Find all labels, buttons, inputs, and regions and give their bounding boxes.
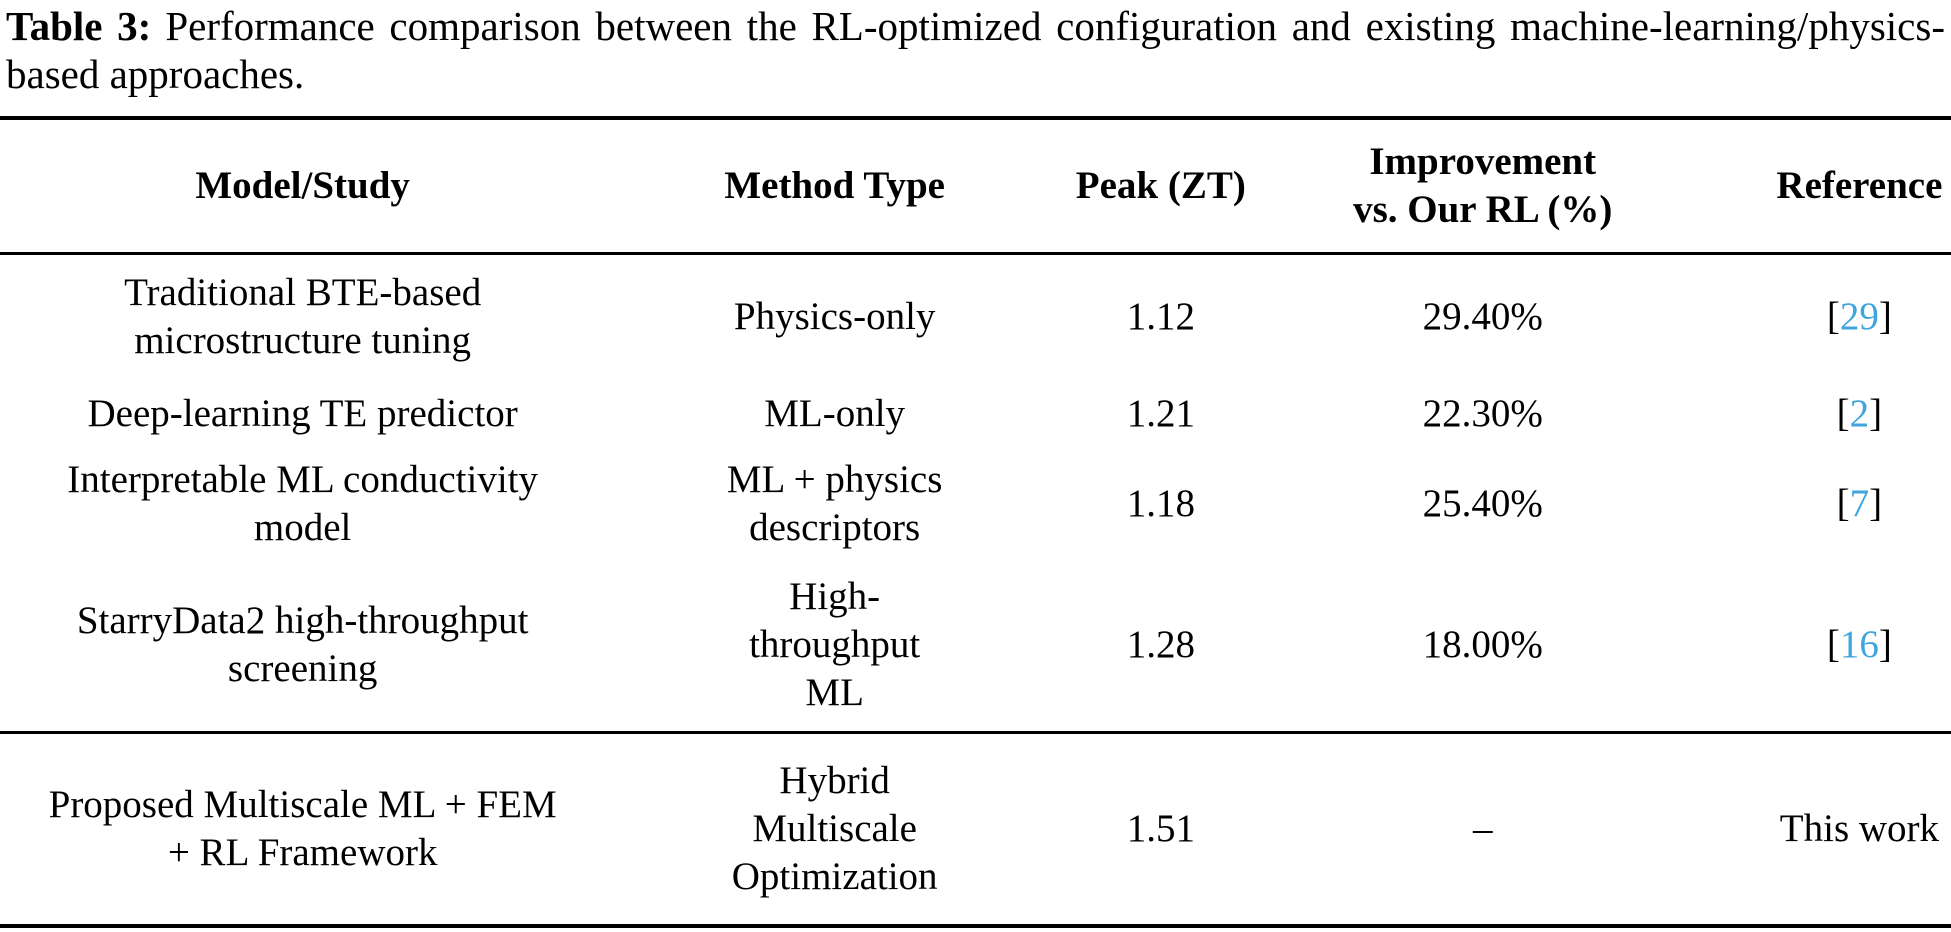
bracket-close: ] — [1878, 623, 1892, 666]
table-row: StarryData2 high-throughput screening Hi… — [0, 559, 1951, 733]
table-header-row: Model/Study Method Type Peak (ZT) Improv… — [0, 118, 1951, 254]
header-model-study: Model/Study — [195, 164, 410, 207]
reference-cell: This work — [1779, 807, 1940, 850]
table-row: Interpretable ML conductivity model ML +… — [0, 449, 1951, 559]
peak-cell: 1.21 — [1126, 392, 1195, 435]
method-cell: High- throughput ML — [749, 575, 921, 714]
model-cell: StarryData2 high-throughput screening — [76, 599, 529, 690]
citation-link[interactable]: 29 — [1839, 295, 1879, 338]
model-cell: Traditional BTE-based microstructure tun… — [124, 271, 482, 362]
table-row-this-work: Proposed Multiscale ML + FEM + RL Framew… — [0, 732, 1951, 927]
method-cell: Hybrid Multiscale Optimization — [731, 759, 938, 898]
reference-cell: [2] — [1678, 379, 1951, 449]
header-peak-zt: Peak (ZT) — [1075, 164, 1246, 207]
method-cell: ML-only — [764, 392, 906, 435]
table-caption: Table 3: Performance comparison between t… — [0, 2, 1951, 98]
model-cell: Deep-learning TE predictor — [87, 392, 518, 435]
reference-cell: [7] — [1678, 449, 1951, 559]
bracket-close: ] — [1878, 295, 1892, 338]
improvement-cell: – — [1472, 807, 1493, 850]
header-reference: Reference — [1776, 164, 1943, 207]
bracket-open: [ — [1836, 392, 1850, 435]
header-improvement: Improvement vs. Our RL (%) — [1353, 140, 1613, 231]
peak-cell: 1.51 — [1126, 807, 1195, 850]
peak-cell: 1.18 — [1126, 482, 1195, 525]
bracket-close: ] — [1869, 392, 1883, 435]
improvement-cell: 25.40% — [1422, 482, 1543, 525]
improvement-cell: 18.00% — [1422, 623, 1543, 666]
improvement-cell: 29.40% — [1422, 295, 1543, 338]
bracket-open: [ — [1826, 623, 1840, 666]
improvement-cell: 22.30% — [1422, 392, 1543, 435]
model-cell: Proposed Multiscale ML + FEM + RL Framew… — [48, 783, 557, 874]
reference-cell: [29] — [1678, 254, 1951, 380]
table-row: Deep-learning TE predictor ML-only 1.21 … — [0, 379, 1951, 449]
table-row: Traditional BTE-based microstructure tun… — [0, 254, 1951, 380]
peak-cell: 1.28 — [1126, 623, 1195, 666]
bracket-close: ] — [1869, 482, 1883, 525]
comparison-table: Model/Study Method Type Peak (ZT) Improv… — [0, 116, 1951, 928]
model-cell: Interpretable ML conductivity model — [67, 458, 539, 549]
citation-link[interactable]: 2 — [1849, 392, 1870, 435]
header-method-type: Method Type — [724, 164, 945, 207]
citation-link[interactable]: 16 — [1839, 623, 1879, 666]
caption-label: Table 3: — [6, 3, 152, 49]
citation-link[interactable]: 7 — [1849, 482, 1870, 525]
caption-text: Performance comparison between the RL-op… — [6, 3, 1945, 97]
bracket-open: [ — [1826, 295, 1840, 338]
method-cell: Physics-only — [733, 295, 936, 338]
bracket-open: [ — [1836, 482, 1850, 525]
peak-cell: 1.12 — [1126, 295, 1195, 338]
reference-cell: [16] — [1678, 559, 1951, 733]
method-cell: ML + physics descriptors — [726, 458, 943, 549]
